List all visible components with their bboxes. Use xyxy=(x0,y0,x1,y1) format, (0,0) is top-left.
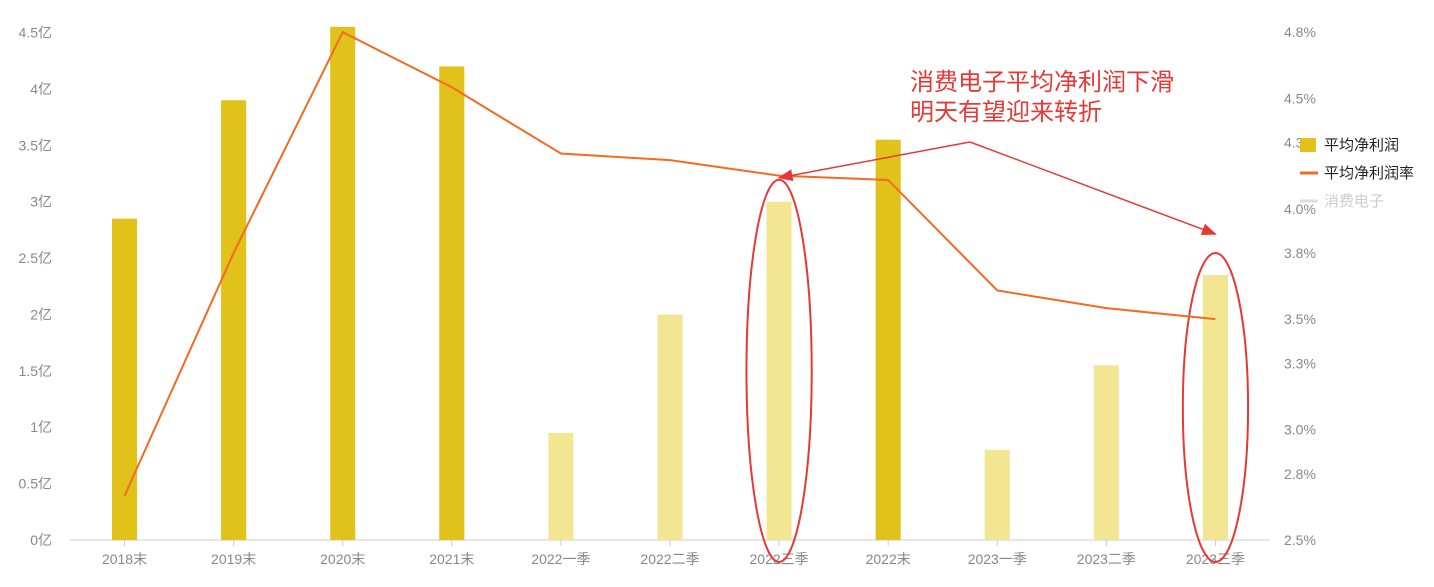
y-right-label: 4.5% xyxy=(1284,90,1316,106)
legend-label: 消费电子 xyxy=(1324,193,1384,210)
chart-svg: 2018末 2019末 2020末 2021末 2022一季 2022二季 2022三季 20… xyxy=(0,0,1434,587)
bar xyxy=(112,219,137,540)
y-left-label: 4.5亿 xyxy=(19,25,52,41)
y-left-label: 3.5亿 xyxy=(19,137,52,153)
y-left-label: 4亿 xyxy=(30,81,52,97)
legend-label: 平均净利润率 xyxy=(1324,165,1414,182)
y-left-label: 2亿 xyxy=(30,306,52,322)
y-right-label: 3.8% xyxy=(1284,245,1316,261)
bar xyxy=(548,433,573,540)
x-axis-label: 2023一季 xyxy=(968,551,1027,567)
annotation-arrow xyxy=(970,142,1215,234)
bar xyxy=(876,140,901,540)
y-left-label: 1.5亿 xyxy=(19,363,52,379)
bar xyxy=(657,314,682,540)
y-right-label: 3.3% xyxy=(1284,355,1316,371)
x-axis-label: 2022二季 xyxy=(640,551,699,567)
y-left-label: 3亿 xyxy=(30,194,52,210)
annotation-text: 明天有望迎来转折 xyxy=(910,99,1102,126)
y-right-label: 4.8% xyxy=(1284,24,1316,40)
legend-swatch xyxy=(1300,138,1316,152)
y-right-label: 4.0% xyxy=(1284,201,1316,217)
legend-label: 平均净利润 xyxy=(1324,137,1399,154)
x-axis-label: 2022一季 xyxy=(531,551,590,567)
annotation-arrow xyxy=(779,142,970,178)
bar xyxy=(330,27,355,540)
bar xyxy=(439,66,464,540)
combo-chart: 2018末 2019末 2020末 2021末 2022一季 2022二季 2022三季 20… xyxy=(0,0,1434,587)
y-left-label: 1亿 xyxy=(30,419,52,435)
x-axis-label: 2018末 xyxy=(102,551,147,567)
x-axis-label: 2020末 xyxy=(320,551,365,567)
y-left-label: 0亿 xyxy=(30,532,52,548)
bar xyxy=(985,450,1010,540)
y-right-label: 2.5% xyxy=(1284,532,1316,548)
bar xyxy=(767,202,792,540)
y-left-label: 0.5亿 xyxy=(19,476,52,492)
x-axis-label: 2023二季 xyxy=(1077,551,1136,567)
bar xyxy=(1203,275,1228,540)
x-axis-label: 2019末 xyxy=(211,551,256,567)
bar xyxy=(221,100,246,540)
y-right-label: 2.8% xyxy=(1284,466,1316,482)
x-axis-label: 2022末 xyxy=(866,551,911,567)
y-left-label: 2.5亿 xyxy=(19,250,52,266)
y-right-label: 3.5% xyxy=(1284,311,1316,327)
y-right-label: 3.0% xyxy=(1284,422,1316,438)
bar xyxy=(1094,365,1119,540)
x-axis-label: 2021末 xyxy=(429,551,474,567)
x-axis-label: 2022三季 xyxy=(750,551,809,567)
annotation-text: 消费电子平均净利润下滑 xyxy=(910,69,1174,96)
x-axis-label: 2023三季 xyxy=(1186,551,1245,567)
